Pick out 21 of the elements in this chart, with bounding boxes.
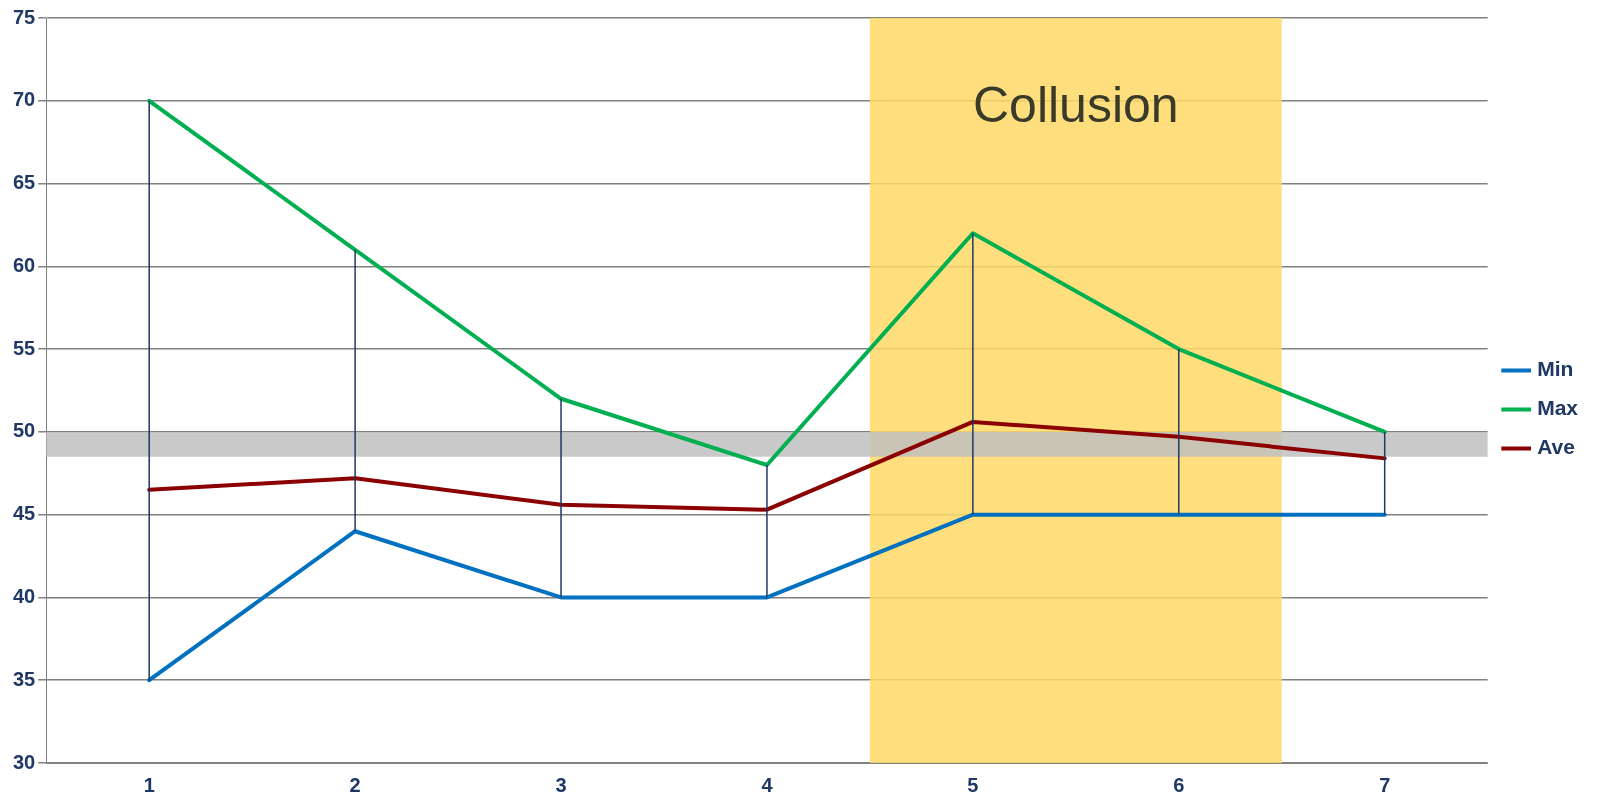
x-tick-label: 6: [1173, 773, 1185, 796]
y-tick-label: 70: [13, 88, 36, 111]
y-tick-label: 35: [13, 667, 36, 690]
y-tick-label: 40: [13, 584, 36, 607]
y-tick-label: 65: [13, 171, 36, 194]
y-tick-label: 30: [13, 750, 36, 773]
y-tick-label: 50: [13, 419, 36, 442]
x-tick-label: 1: [143, 773, 155, 796]
x-tick-label: 4: [761, 773, 774, 796]
y-tick-label: 60: [13, 253, 36, 276]
x-tick-label: 5: [967, 773, 979, 796]
legend-label: Max: [1537, 396, 1579, 420]
y-tick-label: 55: [13, 336, 36, 359]
band-label: Collusion: [972, 76, 1179, 133]
x-tick-label: 7: [1379, 773, 1391, 796]
x-tick-label: 2: [349, 773, 361, 796]
x-tick-label: 3: [555, 773, 567, 796]
y-tick-label: 75: [13, 5, 36, 28]
y-tick-label: 45: [13, 502, 36, 525]
legend-label: Ave: [1537, 435, 1575, 459]
legend-label: Min: [1537, 357, 1574, 381]
